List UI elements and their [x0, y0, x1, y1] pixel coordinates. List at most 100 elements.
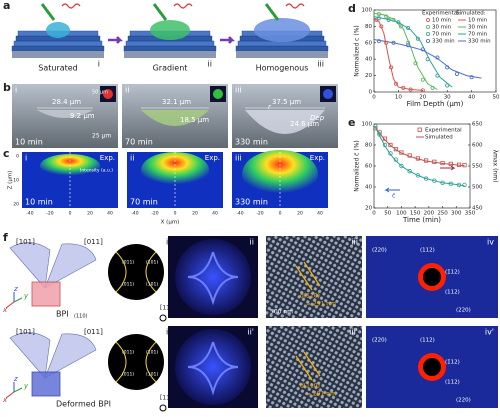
label: 50 μm: [92, 90, 108, 96]
label: Simulated: [425, 135, 453, 141]
label: 150: [410, 211, 421, 217]
exp-point: [469, 75, 474, 80]
label: -20: [46, 211, 53, 217]
label: f: [3, 231, 8, 244]
label: i: [25, 154, 27, 163]
legend-marker: [425, 24, 430, 29]
label: 80: [365, 24, 372, 30]
crystal: [31, 281, 61, 307]
label: X (μm): [161, 220, 180, 226]
label: (101): [146, 372, 158, 378]
label: 30 min: [432, 25, 452, 31]
cone: [44, 333, 97, 379]
label: (011): [122, 260, 134, 266]
label: 40: [212, 211, 218, 217]
film-layer: [11, 45, 105, 52]
label: -40: [26, 211, 33, 217]
exp-point: [435, 73, 440, 78]
substrate: [236, 51, 328, 58]
label: 20: [192, 211, 198, 217]
exp-point: [415, 36, 420, 41]
droplet: [46, 22, 70, 38]
label: Saturated: [38, 64, 78, 73]
exp-point: [391, 40, 396, 45]
label: Dep: [310, 114, 325, 122]
label: i: [15, 86, 17, 95]
label: 30 min: [468, 25, 488, 31]
label: 0: [16, 154, 19, 160]
label: [011]: [84, 238, 103, 246]
optical-field: [175, 239, 251, 315]
cavity: [141, 110, 209, 126]
label: Exp.: [310, 154, 325, 162]
label: Gradient: [153, 64, 188, 73]
film-layer: [123, 45, 217, 52]
film-layer: [235, 45, 329, 52]
label: 80: [365, 143, 372, 149]
zone-symbol: [159, 404, 167, 412]
axis-arrow: [13, 297, 23, 303]
label: 10: [395, 95, 402, 101]
label: -20: [151, 211, 158, 217]
spacing: [295, 351, 321, 381]
label: 30: [444, 95, 451, 101]
label: r: [268, 103, 272, 111]
label: Exp.: [100, 154, 115, 162]
label: c: [3, 147, 10, 160]
droplet: [254, 18, 310, 42]
label: 40: [365, 185, 372, 191]
label: 100: [362, 8, 373, 14]
label: ii: [125, 86, 129, 95]
label: 70 min: [468, 32, 488, 38]
exp-point: [420, 47, 425, 52]
label: 20: [419, 95, 426, 101]
label: (2̄20): [372, 248, 387, 254]
axis-arrow: [384, 187, 400, 193]
stereogram: [108, 334, 164, 390]
label: x: [2, 396, 8, 404]
exp-point: [399, 150, 404, 155]
label: 40: [365, 57, 372, 63]
label: iii: [351, 238, 358, 247]
label: 330 min: [235, 138, 268, 147]
label: ii: [130, 154, 134, 163]
exp-point: [445, 65, 450, 70]
label: 40: [468, 95, 475, 101]
exp-point: [379, 24, 384, 29]
zone-symbol: [159, 314, 167, 322]
label: 28.4 μm: [52, 98, 81, 106]
arc: [115, 341, 157, 383]
label: = 291 nm: [306, 391, 336, 398]
label: 40: [317, 211, 323, 217]
axis-arrow: [5, 391, 15, 399]
label: Normalized c (%): [354, 25, 361, 77]
fft-core: [423, 358, 441, 376]
label: d: [348, 2, 356, 15]
sim-line: [374, 126, 465, 187]
label: 20: [87, 211, 93, 217]
label: 350: [465, 211, 476, 217]
film-layer: [13, 40, 103, 47]
label: = 291 nm: [306, 301, 336, 308]
legend-marker: [425, 32, 430, 37]
exp-point: [376, 12, 381, 17]
label: 0: [69, 211, 72, 217]
label: d(110): [300, 383, 320, 390]
label: λmax (nm): [492, 150, 499, 183]
exp-point: [415, 173, 421, 178]
label: a: [3, 0, 10, 12]
label: 60: [365, 164, 372, 170]
axis-arrow: [440, 165, 456, 171]
label: Normalized c̄ (%): [354, 140, 361, 192]
label: 0: [372, 95, 376, 101]
label: Time (min): [402, 216, 441, 224]
label: [101]: [16, 238, 35, 246]
inset-dot: [323, 89, 333, 99]
label: iii: [235, 86, 242, 95]
label: 10 min: [432, 18, 452, 24]
axis-arrow: [5, 301, 15, 309]
label: -20: [256, 211, 263, 217]
exp-point: [420, 77, 425, 82]
label: (011): [122, 282, 134, 288]
exp-point: [393, 81, 398, 86]
